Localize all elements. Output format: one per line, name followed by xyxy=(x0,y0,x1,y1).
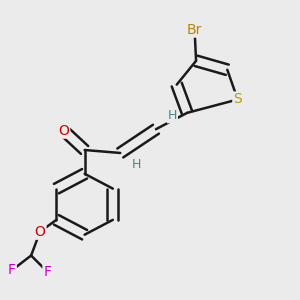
Text: H: H xyxy=(168,109,177,122)
Text: O: O xyxy=(34,225,46,239)
Text: Br: Br xyxy=(187,22,202,37)
Text: F: F xyxy=(44,265,52,279)
Text: H: H xyxy=(132,158,141,171)
Text: F: F xyxy=(8,263,16,278)
Text: O: O xyxy=(58,124,69,138)
Text: S: S xyxy=(233,92,242,106)
